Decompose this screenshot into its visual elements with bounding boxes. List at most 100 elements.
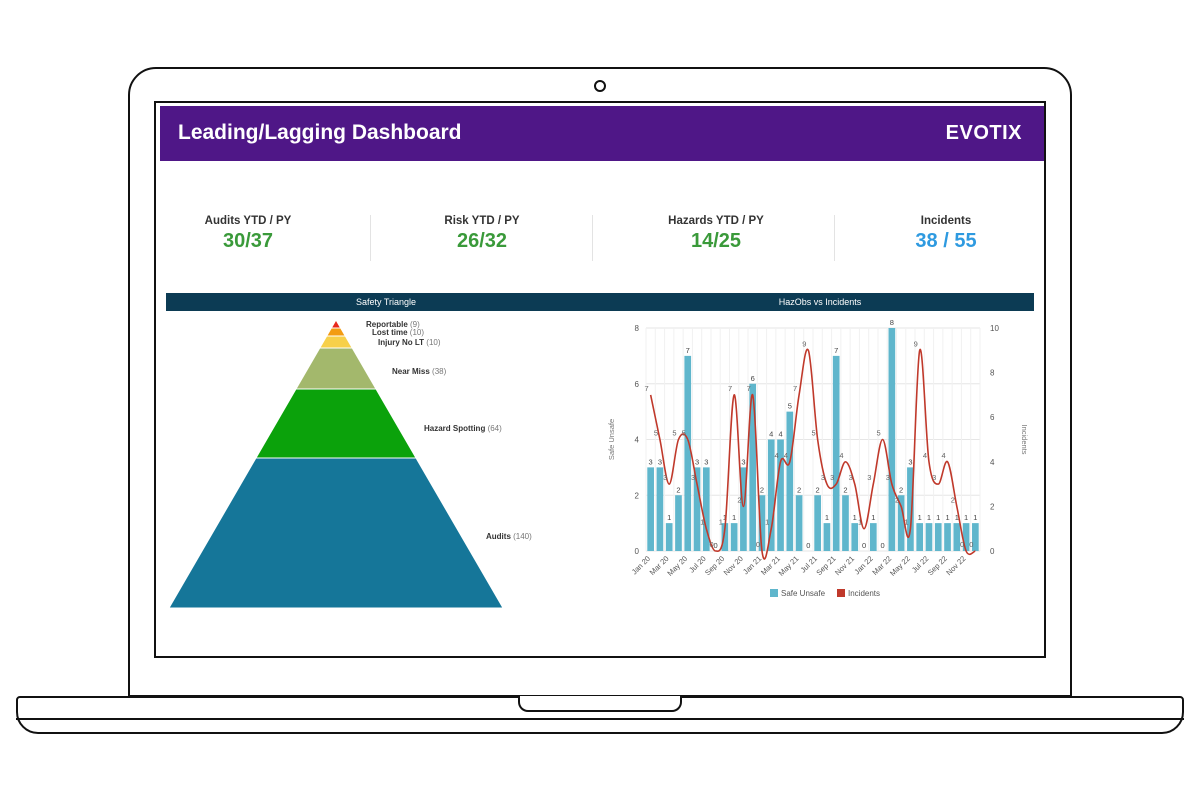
- line-data-label: 0: [709, 540, 713, 549]
- line-data-label: 3: [821, 473, 825, 482]
- bar-data-label: 0: [880, 541, 884, 550]
- safety-triangle: Reportable (9)Lost time (10)Injury No LT…: [168, 319, 532, 609]
- bar: [665, 523, 673, 551]
- kpi-value: 30/37: [222, 230, 274, 252]
- x-tick-label: May 20: [665, 554, 689, 578]
- kpi-label: Hazards YTD / PY: [668, 215, 764, 227]
- y-right-tick-label: 0: [990, 547, 995, 556]
- dashboard-header: Leading/Lagging Dashboard EVOTIX: [160, 106, 1044, 161]
- bar-data-label: 6: [751, 374, 755, 383]
- legend-swatch-incidents: [837, 589, 845, 597]
- bar: [823, 523, 831, 551]
- hazobs-chart-title: HazObs vs Incidents: [606, 293, 1034, 311]
- y-left-axis-label: Safe Unsafe: [607, 419, 616, 460]
- y-right-tick-label: 2: [990, 502, 995, 511]
- line-data-label: 5: [876, 429, 880, 438]
- bar-data-label: 1: [723, 513, 727, 522]
- line-data-label: 1: [765, 518, 769, 527]
- legend-label: Safe Unsafe: [781, 589, 826, 598]
- triangle-segment: [168, 457, 504, 609]
- kpi-risk[interactable]: Risk YTD / PY 26/32: [382, 215, 582, 253]
- line-data-label: 3: [663, 473, 667, 482]
- line-data-label: 1: [700, 518, 704, 527]
- line-data-label: 0: [960, 540, 964, 549]
- bar-data-label: 2: [797, 485, 801, 494]
- line-data-label: 7: [645, 384, 649, 393]
- kpi-divider: [834, 215, 835, 261]
- bar-data-label: 7: [686, 346, 690, 355]
- triangle-label: Injury No LT (10): [378, 338, 441, 347]
- line-data-label: 3: [691, 473, 695, 482]
- x-tick-label: Jan 22: [852, 554, 874, 576]
- bar: [749, 383, 757, 551]
- bar-data-label: 4: [769, 430, 773, 439]
- triangle-segment: [318, 335, 354, 349]
- kpi-audits[interactable]: Audits YTD / PY 30/37: [156, 215, 348, 253]
- bar-data-label: 1: [871, 513, 875, 522]
- bar-data-label: 3: [649, 457, 653, 466]
- y-right-axis-label: Incidents: [1020, 424, 1029, 454]
- kpi-incidents[interactable]: Incidents 38 / 55: [846, 215, 1044, 253]
- y-left-tick-label: 8: [635, 324, 640, 333]
- line-data-label: 4: [941, 451, 945, 460]
- x-tick-label: Sep 20: [703, 554, 726, 577]
- kpi-divider: [370, 215, 371, 261]
- y-left-tick-label: 2: [635, 491, 640, 500]
- bar: [907, 467, 914, 551]
- bar: [934, 523, 942, 551]
- line-data-label: 7: [793, 384, 797, 393]
- bar: [656, 467, 664, 551]
- safety-triangle-title: Safety Triangle: [166, 293, 606, 311]
- legend-label: Incidents: [848, 589, 880, 598]
- y-right-tick-label: 6: [990, 413, 995, 422]
- bar: [740, 467, 747, 551]
- bar: [647, 467, 654, 551]
- bar: [851, 523, 859, 551]
- line-data-label: 1: [904, 518, 908, 527]
- triangle-label: Near Miss (38): [392, 367, 447, 376]
- bar-data-label: 5: [788, 402, 792, 411]
- bar-data-label: 8: [890, 318, 894, 327]
- bar: [944, 523, 951, 551]
- line-data-label: 1: [719, 518, 723, 527]
- line-data-label: 5: [672, 429, 676, 438]
- line-data-label: 2: [737, 495, 741, 504]
- bar-data-label: 1: [973, 513, 977, 522]
- x-tick-label: May 21: [777, 554, 801, 578]
- line-data-label: 0: [969, 540, 973, 549]
- bar: [814, 495, 821, 551]
- page-title: Leading/Lagging Dashboard: [178, 121, 462, 144]
- line-data-label: 5: [654, 429, 658, 438]
- bar-data-label: 1: [853, 513, 857, 522]
- triangle-label: Lost time (10): [372, 328, 424, 337]
- line-data-label: 3: [849, 473, 853, 482]
- bar: [777, 439, 784, 551]
- triangle-label: Reportable (9): [366, 320, 420, 329]
- bar-data-label: 0: [806, 541, 810, 550]
- line-data-label: 3: [886, 473, 890, 482]
- kpi-hazards[interactable]: Hazards YTD / PY 14/25: [616, 215, 816, 253]
- triangle-label: Hazard Spotting (64): [424, 424, 502, 433]
- bar-data-label: 3: [741, 457, 745, 466]
- bar-data-label: 0: [713, 541, 717, 550]
- kpi-value: 26/32: [456, 230, 508, 252]
- triangle-label: Audits (140): [486, 532, 532, 541]
- bar-data-label: 1: [945, 513, 949, 522]
- dashboard-screen: Leading/Lagging Dashboard EVOTIX Audits …: [154, 101, 1046, 658]
- bar: [693, 467, 701, 551]
- bar-data-label: 1: [964, 513, 968, 522]
- bar: [953, 523, 961, 551]
- bar-data-label: 1: [825, 513, 829, 522]
- bar: [888, 328, 896, 551]
- bar: [730, 523, 738, 551]
- bar-data-label: 4: [778, 430, 782, 439]
- bar: [842, 495, 849, 551]
- line-data-label: 7: [728, 384, 732, 393]
- line-data-label: 4: [784, 451, 788, 460]
- triangle-segment: [295, 347, 377, 390]
- laptop-base-edge: [16, 718, 1184, 720]
- line-data-label: 0: [756, 540, 760, 549]
- bar: [767, 439, 775, 551]
- bar-data-label: 1: [927, 513, 931, 522]
- bar: [758, 495, 766, 551]
